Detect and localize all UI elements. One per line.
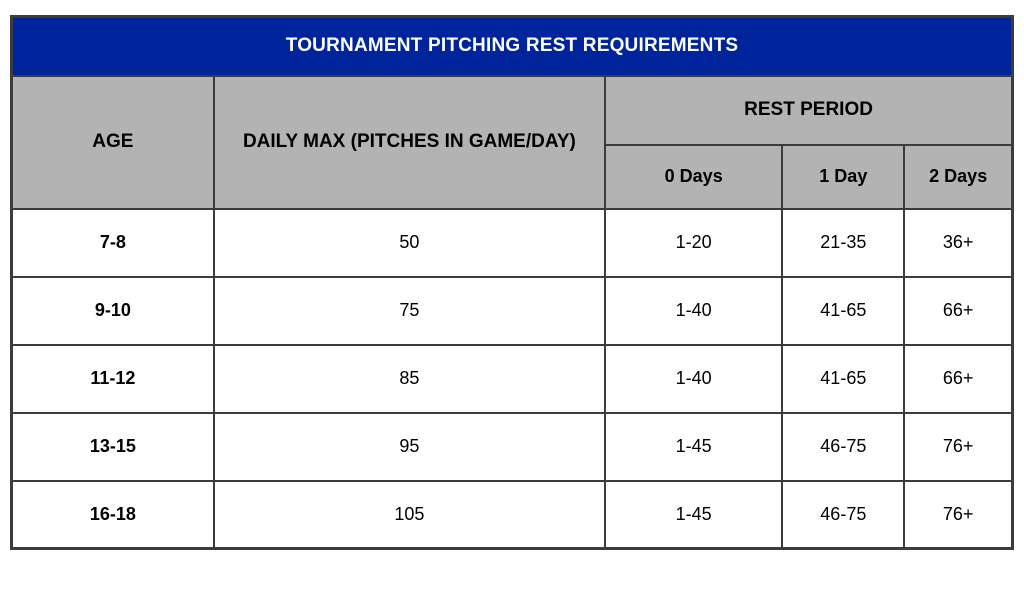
sub-header-row: 0 Days 1 Day 2 Days	[12, 143, 1014, 210]
column-header-rest-0-days: 0 Days	[604, 143, 784, 210]
cell-rest-1-day: 46-75	[781, 479, 906, 550]
cell-rest-2-days: 66+	[903, 275, 1014, 346]
group-header-row: AGE DAILY MAX (PITCHES IN GAME/DAY) REST…	[10, 74, 1014, 210]
table-row: 9-10 75 1-40 41-65 66+	[10, 275, 1014, 346]
cell-rest-0-days: 1-45	[604, 411, 784, 482]
cell-age: 11-12	[10, 343, 215, 414]
cell-rest-1-day: 41-65	[781, 275, 906, 346]
table-row: 11-12 85 1-40 41-65 66+	[10, 343, 1014, 414]
cell-rest-2-days: 76+	[903, 411, 1014, 482]
column-header-rest-2-days: 2 Days	[903, 143, 1014, 210]
column-header-daily-max: DAILY MAX (PITCHES IN GAME/DAY)	[212, 74, 607, 210]
title-row: TOURNAMENT PITCHING REST REQUIREMENTS	[10, 15, 1014, 77]
pitching-rest-table-container: TOURNAMENT PITCHING REST REQUIREMENTS AG…	[10, 15, 1014, 550]
cell-daily-max: 75	[212, 275, 607, 346]
cell-rest-2-days: 66+	[903, 343, 1014, 414]
table-row: 13-15 95 1-45 46-75 76+	[10, 411, 1014, 482]
table-row: 7-8 50 1-20 21-35 36+	[10, 207, 1014, 278]
cell-rest-1-day: 46-75	[781, 411, 906, 482]
table-body: 7-8 50 1-20 21-35 36+ 9-10 75 1-40 41-65 66+ 11-12…	[10, 207, 1014, 550]
cell-age: 7-8	[10, 207, 215, 278]
cell-rest-0-days: 1-40	[604, 275, 784, 346]
cell-age: 16-18	[10, 479, 215, 550]
cell-daily-max: 105	[212, 479, 607, 550]
cell-rest-2-days: 76+	[903, 479, 1014, 550]
pitching-rest-table: TOURNAMENT PITCHING REST REQUIREMENTS AG…	[10, 15, 1014, 550]
cell-rest-1-day: 21-35	[781, 207, 906, 278]
cell-rest-2-days: 36+	[903, 207, 1014, 278]
cell-age: 13-15	[10, 411, 215, 482]
table-title: TOURNAMENT PITCHING REST REQUIREMENTS	[10, 15, 1014, 77]
column-header-rest-period: REST PERIOD	[604, 74, 1014, 146]
cell-rest-0-days: 1-40	[604, 343, 784, 414]
cell-daily-max: 85	[212, 343, 607, 414]
column-header-age: AGE	[10, 74, 215, 210]
table-row: 16-18 105 1-45 46-75 76+	[10, 479, 1014, 550]
cell-daily-max: 50	[212, 207, 607, 278]
cell-rest-1-day: 41-65	[781, 343, 906, 414]
cell-rest-0-days: 1-45	[604, 479, 784, 550]
cell-rest-0-days: 1-20	[604, 207, 784, 278]
cell-daily-max: 95	[212, 411, 607, 482]
column-header-rest-1-day: 1 Day	[781, 143, 906, 210]
cell-age: 9-10	[10, 275, 215, 346]
